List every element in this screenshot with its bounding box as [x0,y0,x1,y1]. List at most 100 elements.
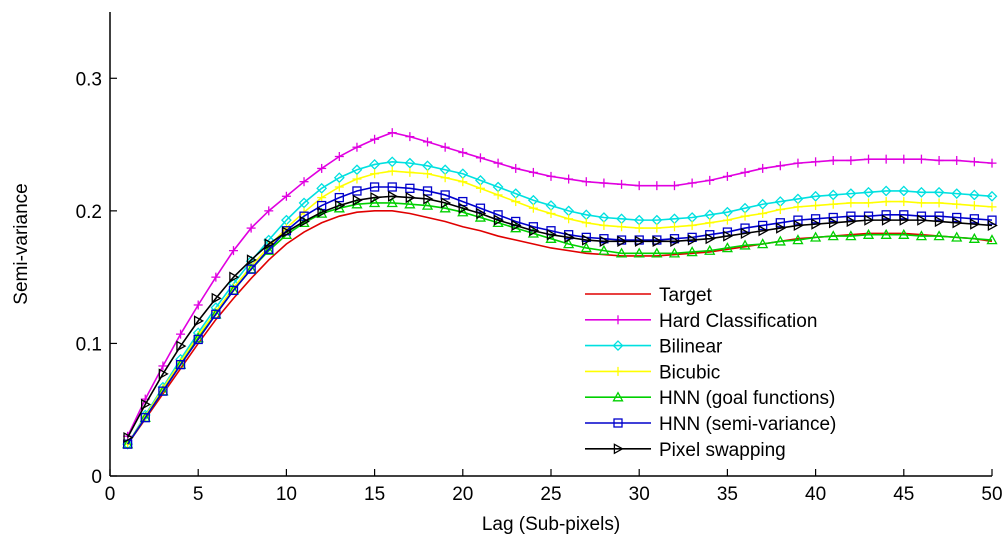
data-point [158,361,168,371]
data-point [510,222,522,233]
series-pixel-swapping [123,190,998,444]
data-point [775,161,785,171]
data-point [793,158,803,168]
legend-label: Hard Classification [659,311,817,332]
legend-label: HNN (goal functions) [659,388,835,409]
data-point [439,202,451,213]
data-point [810,190,822,202]
data-point [263,244,275,255]
data-point [458,202,469,214]
legend-marker [613,366,623,376]
data-point [776,222,787,234]
series-line [126,195,993,438]
data-point [845,188,857,200]
data-point [970,218,981,230]
data-point [952,199,962,209]
x-tick-label: 20 [452,484,473,505]
data-point [422,186,433,196]
x-tick-label: 10 [276,484,297,505]
data-point [123,431,134,444]
data-point [421,199,434,210]
series-line [126,170,993,445]
x-axis-label: Lag (Sub-pixels) [482,514,620,535]
data-point [845,230,857,241]
data-point [934,155,944,165]
data-point [351,164,363,176]
data-point [492,216,504,228]
data-point [246,223,256,233]
data-point [951,231,963,242]
data-point [529,225,540,237]
x-tick-label: 15 [364,484,385,505]
data-point [615,247,628,258]
data-point [264,238,275,250]
y-axis-ticks: 0 0.1 0.2 0.3 [76,69,117,488]
x-tick-label: 45 [893,484,914,505]
data-point [722,215,732,225]
data-point [440,190,450,200]
data-point [599,235,610,247]
x-tick-label: 40 [805,484,826,505]
data-point [633,247,645,258]
data-point [828,217,840,229]
data-point [880,228,892,239]
data-point [141,398,152,411]
data-point [246,264,256,274]
legend-marker [612,340,624,352]
data-point [317,163,327,173]
legend-label: Bilinear [659,337,723,358]
data-point [352,142,362,152]
data-point [229,271,240,283]
data-point [881,214,892,226]
data-point [528,203,538,213]
data-point [987,158,997,168]
data-point [880,185,892,197]
legend-label: HNN (semi-variance) [659,414,836,435]
data-point [563,238,575,249]
data-point [827,230,839,241]
data-point [369,159,381,170]
data-point [899,154,909,164]
legend-item: HNN (semi-variance) [585,414,836,435]
data-point [969,157,979,167]
data-point [404,157,416,169]
data-point [527,227,539,238]
data-point [370,134,380,144]
legend-item: Bilinear [585,337,723,358]
legend-item: Pixel swapping [585,440,786,461]
data-point [969,201,979,211]
legend-marker [612,391,624,402]
data-point [704,244,716,255]
legend-label: Target [659,285,713,306]
data-point [334,152,344,162]
data-point [864,154,874,164]
data-point [617,235,628,247]
data-point [440,142,450,152]
data-point [828,199,838,209]
data-point [582,234,593,246]
data-point [598,244,610,255]
legend-item: Target [585,285,713,306]
data-point [580,242,592,253]
y-tick-label: 0.1 [76,334,102,355]
data-point [809,231,822,242]
data-point [333,202,345,213]
data-point [898,228,910,239]
data-point [440,197,451,209]
data-point [863,186,874,198]
data-point [405,183,415,193]
data-point [458,177,468,187]
data-point [140,413,150,423]
data-point [917,214,928,226]
data-point [475,153,485,163]
data-point [317,193,327,203]
data-point [387,128,397,138]
data-point [493,190,503,200]
data-point [386,156,398,168]
data-point [334,182,344,192]
data-point [721,242,734,253]
legend: Target Hard Classification Bilinear Bicubic… [585,285,836,461]
y-tick-label: 0.2 [76,202,102,223]
data-point [916,154,926,164]
